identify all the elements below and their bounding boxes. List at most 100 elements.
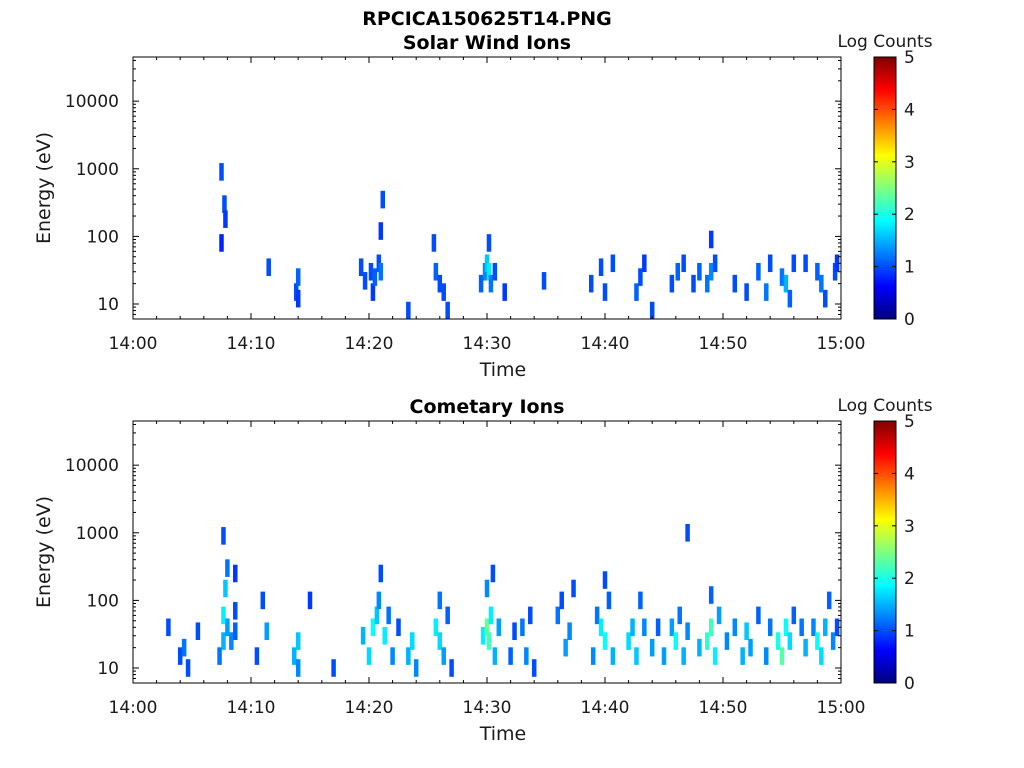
data-cell [266,258,271,277]
data-cell [441,283,446,301]
data-cell [799,618,804,637]
data-cell [480,626,486,645]
data-cell [219,163,224,181]
data-cell [708,230,714,249]
colorbar [873,56,897,320]
data-cell [221,632,226,650]
data-cell [649,638,655,657]
colorbar-tick-label: 5 [904,48,915,68]
data-cell [708,618,714,637]
data-cell [254,647,260,665]
colorbar-tick-label: 1 [904,258,915,278]
x-tick-label: 15:00 [817,698,866,718]
panel-cometary-ions: 14:00 14:10 14:20 14:30 14:40 14:50 15:0010100… [33,396,933,745]
data-cell [406,301,411,319]
data-cell [834,618,840,637]
data-cell [649,301,655,319]
data-cell [815,632,820,650]
data-cell [642,254,647,273]
data-cell [697,638,702,657]
data-cell [642,618,647,637]
data-cell [410,632,415,650]
data-cell [655,618,661,637]
data-cell [508,647,513,665]
panel-2-title: Cometary Ions [409,396,565,418]
data-cell [744,622,749,641]
data-cell [378,564,384,583]
data-cell [370,283,376,301]
y-tick-label: 10000 [65,92,119,112]
data-cell [779,268,785,286]
data-cell [779,647,785,665]
data-cell [221,606,226,625]
data-cell [260,591,266,610]
data-cell [488,606,494,625]
data-cell [433,262,439,281]
data-cell [767,254,773,273]
data-cell [185,659,191,677]
data-cell [233,564,238,583]
data-cell [602,632,608,650]
data-cell [528,606,533,625]
data-cell [223,210,228,228]
data-cell [524,647,529,665]
data-cell [787,289,793,308]
x-tick-label: 14:10 [227,698,276,718]
data-cell [559,591,564,610]
data-cell [406,647,411,665]
data-cell [819,274,824,293]
x-axis-label: Time [479,723,527,745]
data-cell [685,622,690,641]
data-cell [811,618,816,637]
data-cell [803,254,808,273]
data-cell [264,622,269,641]
data-cell [823,289,828,308]
x-tick-label: 14:30 [463,334,512,354]
data-cell [376,591,382,610]
data-cell [520,618,525,637]
data-cell [590,647,596,665]
y-tick-label: 10 [97,295,119,315]
data-cell [594,606,600,625]
data-cell [791,606,797,625]
data-cell [638,268,643,286]
data-cell [610,647,616,665]
data-cell [380,190,386,209]
data-cell [541,272,547,290]
colorbar-label: Log Counts [837,396,932,416]
colorbar-tick-label: 4 [904,100,915,120]
colorbar-tick-label: 4 [904,464,915,484]
data-cell [834,254,840,273]
data-cell [673,632,679,650]
data-cell [437,632,443,650]
y-tick-label: 10000 [65,456,119,476]
data-cell [598,258,604,277]
data-cell [374,606,380,625]
colorbar-tick-label: 3 [904,517,915,537]
data-cell [478,274,484,293]
data-cell [225,618,230,637]
data-cell [177,647,183,665]
data-cell [705,632,710,650]
data-cell [370,618,376,637]
data-cell [486,262,492,281]
y-tick-label: 10 [97,659,119,679]
data-cell [512,622,517,641]
data-cell [724,632,730,650]
data-cell [437,591,443,610]
data-cell [571,579,576,598]
data-cell [166,618,171,637]
data-cell [708,586,714,604]
data-cell [386,606,391,625]
data-cell [219,234,224,252]
data-cell [756,606,761,625]
data-cell [830,632,836,650]
data-cell [783,618,789,637]
data-cell [712,254,718,273]
data-cell [433,618,439,637]
data-cell [233,622,238,641]
data-cell [732,618,738,637]
data-cell [492,262,498,281]
data-cell [362,272,368,290]
